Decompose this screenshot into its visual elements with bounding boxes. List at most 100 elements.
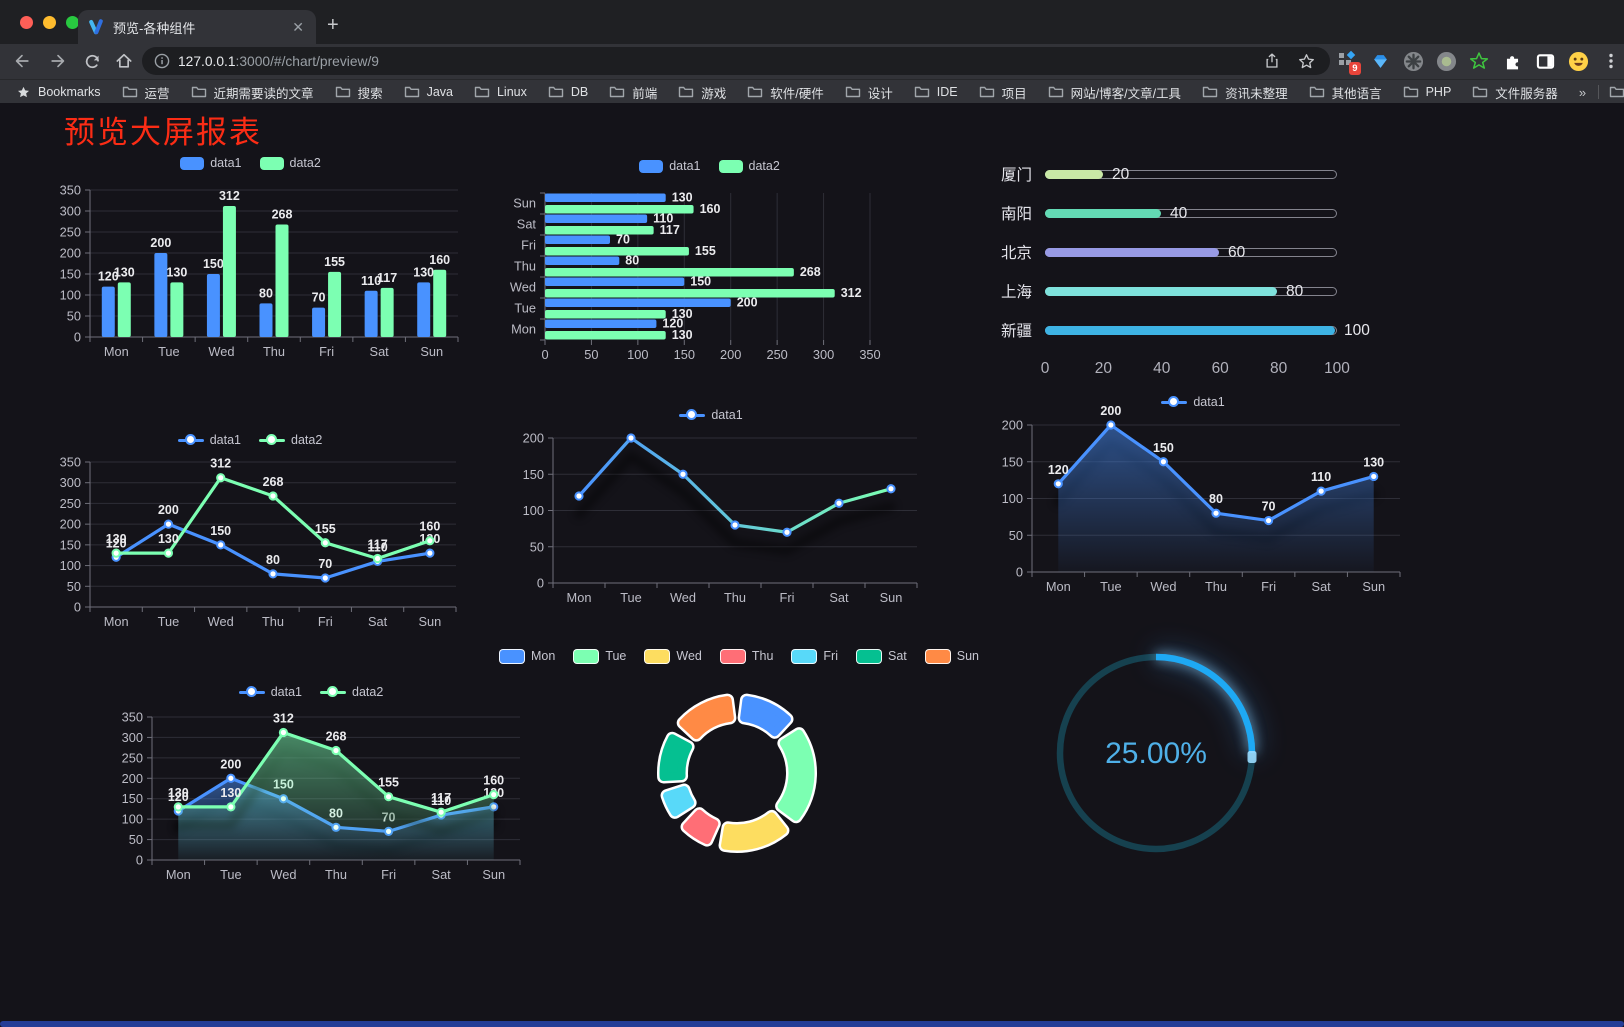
svg-text:100: 100 [122,812,143,827]
extensions-area: 9 [1336,47,1622,75]
legend-item-Sat[interactable]: Sat [856,648,907,664]
home-button[interactable] [112,49,136,73]
forward-button[interactable] [46,49,70,73]
legend-item-data2[interactable]: data2 [718,159,780,173]
new-tab-button[interactable]: + [327,14,339,36]
svg-text:Mon: Mon [166,867,191,882]
legend-item-data2[interactable]: data2 [259,433,322,447]
bookmark-folder[interactable]: Java [404,85,453,99]
page-title: 预览大屏报表 [64,115,262,150]
bookmark-folder[interactable]: Linux [474,85,527,99]
svg-text:110: 110 [1311,470,1331,484]
legend-item-Wed[interactable]: Wed [644,648,702,664]
browser-tab[interactable]: 预览-各种组件 ✕ [78,10,316,44]
legend-item-data2[interactable]: data2 [259,156,321,170]
progress-label: 上海 [1000,284,1032,301]
legend-item-Fri[interactable]: Fri [791,648,838,664]
bookmark-folder[interactable]: 其他语言 [1309,83,1382,102]
svg-text:50: 50 [1009,528,1023,543]
svg-text:Fri: Fri [521,238,536,253]
bookmark-star-icon[interactable] [1297,52,1316,71]
site-info-icon[interactable] [154,53,170,69]
svg-text:312: 312 [219,189,240,203]
extension-gem-icon[interactable] [1369,50,1391,72]
close-window-button[interactable] [20,16,33,29]
svg-text:130: 130 [672,328,693,342]
legend-item-data2[interactable]: data2 [320,685,383,699]
zoom-window-button[interactable] [66,16,79,29]
address-bar[interactable]: 127.0.0.1:3000/#/chart/preview/9 [142,47,1330,75]
svg-text:Mon: Mon [567,590,592,605]
progress-row-南阳: 南阳 40 [988,203,1337,223]
bookmark-folder[interactable]: 近期需要读的文章 [191,83,314,102]
svg-text:312: 312 [210,457,231,471]
kebab-menu-icon[interactable] [1600,50,1622,72]
back-button[interactable] [10,49,34,73]
folder-icon [914,86,929,98]
side-panel-icon[interactable] [1534,50,1556,72]
share-icon[interactable] [1263,52,1281,70]
extension-knot-icon[interactable] [1402,50,1424,72]
svg-text:130: 130 [166,265,187,279]
minimize-window-button[interactable] [43,16,56,29]
legend-item-Sun[interactable]: Sun [924,648,979,664]
extension-star-icon[interactable] [1468,50,1490,72]
bookmark-folder[interactable]: 运营 [122,83,170,102]
bookmark-folder[interactable]: 软件/硬件 [747,83,824,102]
extension-puzzle-icon[interactable] [1501,50,1523,72]
svg-text:Thu: Thu [263,344,285,359]
legend-item-data1[interactable]: data1 [177,433,241,447]
chart-canvas: 0 50 100 150 200 Mon Tue Wed Thu Fri Sat Sun [523,431,918,605]
bookmark-folder[interactable]: IDE [914,85,958,99]
folder-icon [679,86,694,98]
legend-item-Tue[interactable]: Tue [573,648,626,664]
legend-item-data1[interactable]: data1 [1161,395,1225,409]
svg-text:70: 70 [318,557,332,571]
progress-track: 80 [1045,283,1337,300]
legend-item-data1[interactable]: data1 [679,408,743,422]
svg-text:110: 110 [367,540,387,554]
emoji-extension-icon[interactable] [1567,50,1589,72]
folder-icon [122,86,137,98]
svg-text:50: 50 [129,832,143,847]
svg-text:50: 50 [530,539,544,554]
svg-text:Thu: Thu [1205,579,1227,594]
svg-text:120: 120 [1048,463,1069,477]
bookmarks-menu[interactable]: Bookmarks [16,85,101,100]
svg-text:100: 100 [60,288,81,303]
bookmark-folder[interactable]: 资讯未整理 [1202,83,1288,102]
bookmark-folder[interactable]: 网站/博客/文章/工具 [1048,83,1181,102]
bookmark-folder[interactable]: 游戏 [678,83,726,102]
chart-canvas [657,693,817,853]
legend-item-Mon[interactable]: Mon [498,648,555,664]
extension-record-icon[interactable] [1435,50,1457,72]
legend-item-data1[interactable]: data1 [238,685,302,699]
legend-item-data1[interactable]: data1 [639,159,701,173]
svg-text:268: 268 [326,730,347,744]
svg-text:117: 117 [660,223,680,237]
svg-text:200: 200 [737,296,758,310]
tab-close-icon[interactable]: ✕ [292,18,304,35]
svg-text:Sun: Sun [420,344,443,359]
folder-icon [191,86,206,98]
progress-fill [1045,169,1103,179]
bookmark-folder[interactable]: 文件服务器 [1472,83,1558,102]
legend-item-data1[interactable]: data1 [180,156,242,170]
svg-text:300: 300 [60,475,81,490]
page-content: 预览大屏报表 data1 data2 0 50 100 150 200 250 300 350 Mo… [0,103,1624,1027]
bookmark-folder[interactable]: 设计 [845,83,893,102]
legend-item-Thu[interactable]: Thu [719,648,773,664]
other-bookmarks[interactable]: 其他书签 [1609,83,1624,102]
bookmark-folder[interactable]: DB [548,85,588,99]
bookmark-folder[interactable]: 项目 [979,83,1027,102]
svg-text:Mon: Mon [1046,579,1071,594]
svg-text:117: 117 [431,791,451,805]
progress-label: 厦门 [1000,167,1032,184]
svg-text:Sun: Sun [513,196,536,211]
bookmark-folder[interactable]: 搜索 [335,83,383,102]
extension-grid-icon[interactable]: 9 [1336,50,1361,75]
bookmark-folder[interactable]: PHP [1403,85,1451,99]
bookmark-folder[interactable]: 前端 [609,83,657,102]
reload-button[interactable] [80,49,104,73]
bookmarks-overflow-chevron[interactable]: » [1578,84,1587,100]
